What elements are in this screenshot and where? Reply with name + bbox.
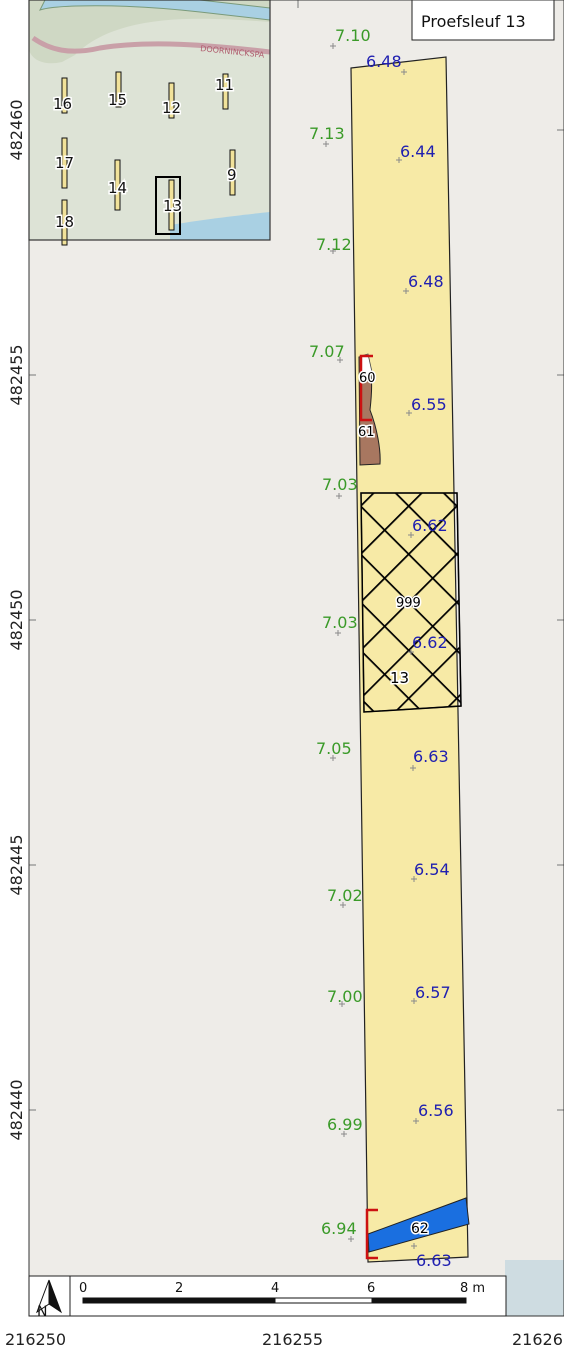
title-box <box>411 0 555 41</box>
x-axis-label: 21626( <box>512 1330 564 1349</box>
inset-trench-label: 15 <box>108 91 127 109</box>
y-axis-label: 482440 <box>7 1079 26 1140</box>
inset-trench-label: 9 <box>227 166 237 184</box>
inset-highlight-box <box>155 176 181 235</box>
map-title: Proefsleuf 13 <box>421 12 526 31</box>
feature-62-shape <box>367 1197 470 1253</box>
surface-height-label: 7.10 <box>335 26 371 45</box>
section-mark-north <box>359 354 373 422</box>
trench-depth-label: 6.62 <box>412 516 448 535</box>
disturbance-outline <box>360 492 462 713</box>
y-axis-label: 482455 <box>7 344 26 405</box>
inset-trench-label: 16 <box>53 95 72 113</box>
trench-depth-labels: 6.48 6.44 6.48 6.55 6.62 6.62 6.63 6.54 … <box>366 52 454 1270</box>
trench-depth-label: 6.57 <box>415 983 451 1002</box>
inset-trench-label: 17 <box>55 154 74 172</box>
surface-height-label: 6.94 <box>321 1219 357 1238</box>
feature-labels: 60 61 999 13 62 <box>357 370 431 1239</box>
scalebar: 0 2 4 6 8 m <box>79 1281 485 1304</box>
feature-label: 999 <box>396 596 421 611</box>
inset-trench-label: 14 <box>108 179 127 197</box>
trench-depth-label: 6.55 <box>411 395 447 414</box>
surface-height-label: 7.03 <box>322 475 358 494</box>
inset-trench-label: 18 <box>55 213 74 231</box>
surface-height-label: 7.13 <box>309 124 345 143</box>
surface-height-label: 7.02 <box>327 886 363 905</box>
scalebar-tick-label: 2 <box>175 1281 183 1296</box>
surface-height-label: 7.00 <box>327 987 363 1006</box>
scalebar-tick-label: 8 m <box>460 1281 485 1296</box>
inset-trench-label: 13 <box>163 197 182 215</box>
y-axis-labels: 482460 482455 482450 482445 482440 <box>7 99 26 1140</box>
trench-depth-label: 6.48 <box>408 272 444 291</box>
y-axis-label: 482450 <box>7 589 26 650</box>
feature-label: 61 <box>358 425 375 440</box>
north-label: N <box>37 1304 47 1320</box>
x-axis-label: 216250 <box>5 1330 66 1349</box>
inset-trench-label: 12 <box>162 99 181 117</box>
feature-label: 60 <box>359 371 376 386</box>
trench-depth-label: 6.54 <box>414 860 450 879</box>
inset-trench-labels: 16 15 12 11 17 14 13 9 18 <box>52 75 239 233</box>
surface-height-label: 7.03 <box>322 613 358 632</box>
surface-height-label: 7.05 <box>316 739 352 758</box>
x-axis-label: 216255 <box>262 1330 323 1349</box>
section-mark-south <box>365 1208 378 1260</box>
legend-block: N 0 2 4 6 8 m <box>28 1275 507 1320</box>
measurement-points <box>323 43 419 1249</box>
trench-depth-label: 6.56 <box>418 1101 454 1120</box>
surface-height-label: 6.99 <box>327 1115 363 1134</box>
surface-height-labels: 7.10 7.13 7.12 7.07 7.03 7.03 7.05 7.02 … <box>309 26 371 1238</box>
x-axis-labels: 216250 216255 21626( <box>5 1330 564 1349</box>
trench-depth-label: 6.44 <box>400 142 436 161</box>
inset-map: DOORNINCKSPA 16 15 12 11 17 14 13 9 18 <box>28 0 271 246</box>
feature-label: 13 <box>390 669 409 687</box>
trench-depth-label: 6.62 <box>412 633 448 652</box>
surface-height-label: 7.12 <box>316 235 352 254</box>
surface-height-label: 7.07 <box>309 342 345 361</box>
scalebar-tick-label: 4 <box>271 1281 279 1296</box>
north-arrow-icon <box>35 1276 71 1316</box>
scalebar-tick-label: 0 <box>79 1281 87 1296</box>
inset-trenches <box>61 71 236 246</box>
y-axis-label: 482445 <box>7 834 26 895</box>
trench-depth-label: 6.48 <box>366 52 402 71</box>
y-axis-label: 482460 <box>7 99 26 160</box>
trench-depth-label: 6.63 <box>413 747 449 766</box>
grid-ticks <box>29 0 564 1316</box>
water-patch <box>505 1260 564 1316</box>
inset-trench-label: 11 <box>215 76 234 94</box>
scalebar-tick-label: 6 <box>367 1281 375 1296</box>
trench-depth-label: 6.63 <box>416 1251 452 1270</box>
feature-label: 62 <box>411 1221 429 1237</box>
